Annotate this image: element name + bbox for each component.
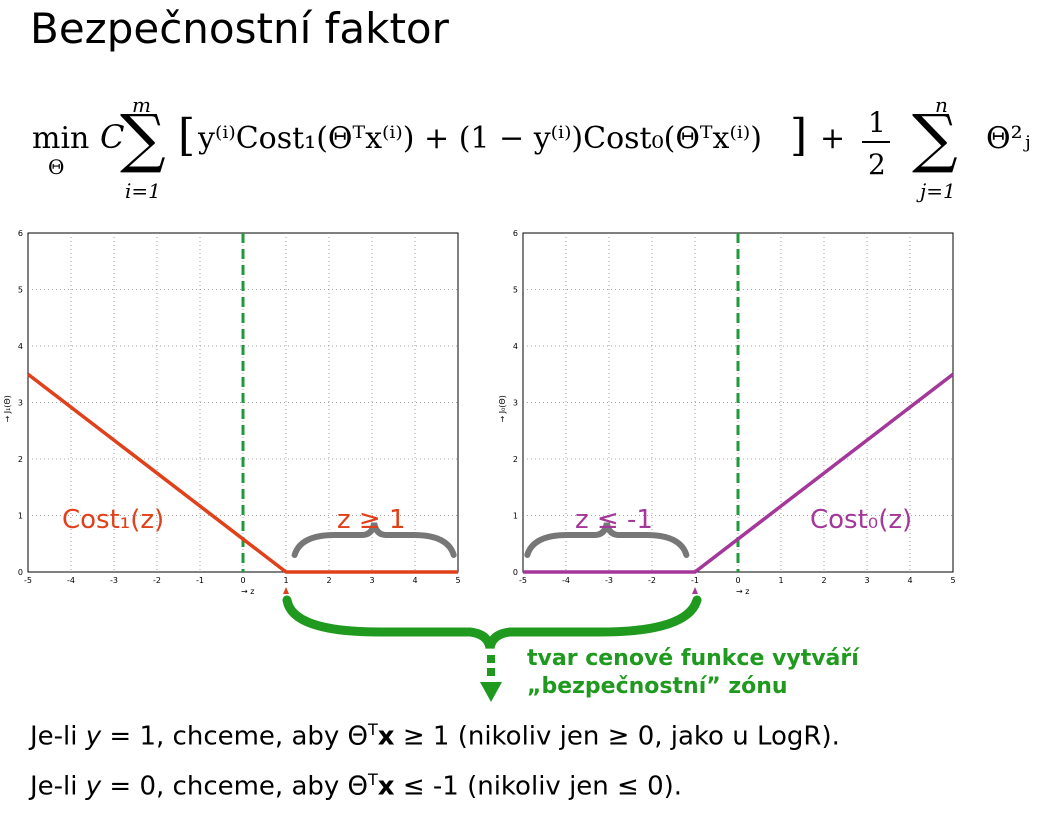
x-tick-label: 2 — [821, 576, 826, 585]
x-tick-label: 2 — [326, 576, 331, 585]
y-tick-label: 2 — [18, 455, 23, 464]
line1-c: ≥ 1 (nikoliv jen ≥ 0, jako u LogR). — [394, 721, 840, 752]
formula-theta-sq: Θ²ⱼ — [986, 121, 1031, 156]
line1-y: y — [85, 721, 102, 752]
safety-zone-note: tvar cenové funkce vytváří „bezpečnostní… — [527, 645, 859, 701]
formula-bracket-left: [ — [178, 110, 195, 161]
formula-c: C — [100, 118, 124, 156]
z-threshold-marker — [692, 587, 698, 594]
down-arrow-icon — [480, 682, 502, 702]
x-axis-label: → z — [241, 587, 254, 596]
x-axis-label: → z — [736, 587, 749, 596]
formula-sum1-sign: ∑ — [120, 102, 166, 176]
x-tick-label: -1 — [196, 576, 204, 585]
formula-frac-num: 1 — [868, 106, 886, 139]
y-tick-label: 2 — [513, 455, 518, 464]
y-tick-label: 6 — [18, 229, 23, 238]
formula-sum1-bot: i=1 — [125, 179, 161, 203]
y-axis-label: → J₁(Θ) — [3, 395, 12, 422]
x-tick-label: 4 — [412, 576, 417, 585]
y-tick-label: 4 — [513, 342, 518, 351]
formula-plus: + — [820, 121, 845, 156]
chart-annotation: z ≤ -1 — [575, 505, 653, 535]
z-threshold-marker — [283, 587, 289, 594]
x-tick-label: 1 — [283, 576, 288, 585]
x-tick-label: -2 — [648, 576, 656, 585]
y-tick-label: 5 — [513, 286, 518, 295]
formula-frac-den: 2 — [868, 148, 886, 181]
line2-sup: T — [368, 770, 378, 789]
x-tick-label: -2 — [153, 576, 161, 585]
formula-sum2-sign: ∑ — [912, 102, 958, 176]
line2-a: Je-li — [30, 771, 86, 802]
x-tick-label: 0 — [735, 576, 740, 585]
x-tick-label: 4 — [907, 576, 912, 585]
cost-line — [26, 372, 458, 574]
note-line-2: „bezpečnostní” zónu — [527, 674, 788, 699]
y-axis-label: → J₀(Θ) — [498, 395, 507, 422]
line2-x: x — [377, 771, 395, 802]
condition-line-1: Je-li y = 1, chceme, aby ΘTx ≥ 1 (nikoli… — [30, 720, 840, 752]
line2-b: = 0, chceme, aby Θ — [101, 771, 369, 802]
y-tick-label: 0 — [513, 568, 518, 577]
line1-a: Je-li — [30, 721, 86, 752]
cost0-chart-svg: -5 -4 -3 -2 -1 0 1 2 3 4 5 0 1 2 3 4 5 6 → z → J₀(Θ) z ≤ -1 C… — [498, 229, 956, 596]
svm-objective-formula: min Θ C m ∑ i=1 [ y⁽ⁱ⁾Cost₁(Θᵀx⁽ⁱ⁾) + (1… — [20, 90, 1055, 215]
chart-annotation: z ≥ 1 — [337, 505, 406, 535]
x-tick-label: -3 — [605, 576, 613, 585]
formula-sum1-top: m — [132, 93, 151, 117]
formula-sum2-bot: j=1 — [916, 179, 956, 203]
dotted-arrow-dot1 — [487, 655, 495, 663]
y-tick-label: 0 — [18, 568, 23, 577]
x-tick-label: 5 — [455, 576, 460, 585]
y-tick-label: 6 — [513, 229, 518, 238]
y-tick-label: 4 — [18, 342, 23, 351]
y-tick-label: 3 — [513, 399, 518, 408]
condition-line-2: Je-li y = 0, chceme, aby ΘTx ≤ -1 (nikol… — [30, 770, 682, 802]
line1-b: = 1, chceme, aby Θ — [101, 721, 369, 752]
y-tick-label: 1 — [513, 512, 518, 521]
x-tick-label: -1 — [691, 576, 699, 585]
x-tick-label: -3 — [110, 576, 118, 585]
x-tick-label: -5 — [519, 576, 527, 585]
x-tick-label: -4 — [562, 576, 570, 585]
x-tick-label: 3 — [864, 576, 869, 585]
y-tick-label: 1 — [18, 512, 23, 521]
chart-annotation: Cost₀(z) — [810, 505, 912, 535]
formula-body: y⁽ⁱ⁾Cost₁(Θᵀx⁽ⁱ⁾) + (1 − y⁽ⁱ⁾)Cost₀(Θᵀx⁽… — [197, 121, 762, 156]
x-tick-label: 1 — [778, 576, 783, 585]
y-tick-label: 5 — [18, 286, 23, 295]
x-tick-label: -4 — [67, 576, 75, 585]
x-tick-label: -5 — [24, 576, 32, 585]
note-line-1: tvar cenové funkce vytváří — [527, 646, 859, 671]
formula-sum2-top: n — [935, 93, 948, 117]
cost-line — [523, 372, 955, 574]
slide-title: Bezpečnostní faktor — [30, 4, 449, 53]
dotted-arrow-dot2 — [487, 668, 495, 676]
line1-x: x — [377, 721, 395, 752]
green-brace — [282, 595, 702, 649]
formula-min: min — [32, 121, 89, 156]
chart-annotation: Cost₁(z) — [62, 505, 164, 535]
y-tick-label: 3 — [18, 399, 23, 408]
x-tick-label: 5 — [950, 576, 955, 585]
line2-y: y — [85, 771, 102, 802]
line1-sup: T — [368, 720, 378, 739]
x-tick-label: 0 — [240, 576, 245, 585]
line2-c: ≤ -1 (nikoliv jen ≤ 0). — [394, 771, 683, 802]
formula-bracket-right: ] — [790, 110, 807, 161]
x-tick-label: 3 — [369, 576, 374, 585]
cost1-chart: -5 -4 -3 -2 -1 0 1 2 3 4 5 0 1 2 3 4 5 6 → z → J₁(Θ) Cost₁(z… — [0, 225, 470, 614]
formula-min-sub: Θ — [48, 155, 64, 179]
flat-zone-brace — [291, 522, 457, 558]
flat-zone-brace — [524, 522, 690, 558]
cost1-chart-svg: -5 -4 -3 -2 -1 0 1 2 3 4 5 0 1 2 3 4 5 6 → z → J₁(Θ) Cost₁(z… — [3, 229, 461, 596]
cost0-chart: -5 -4 -3 -2 -1 0 1 2 3 4 5 0 1 2 3 4 5 6 → z → J₀(Θ) z ≤ -1 C… — [495, 225, 965, 614]
